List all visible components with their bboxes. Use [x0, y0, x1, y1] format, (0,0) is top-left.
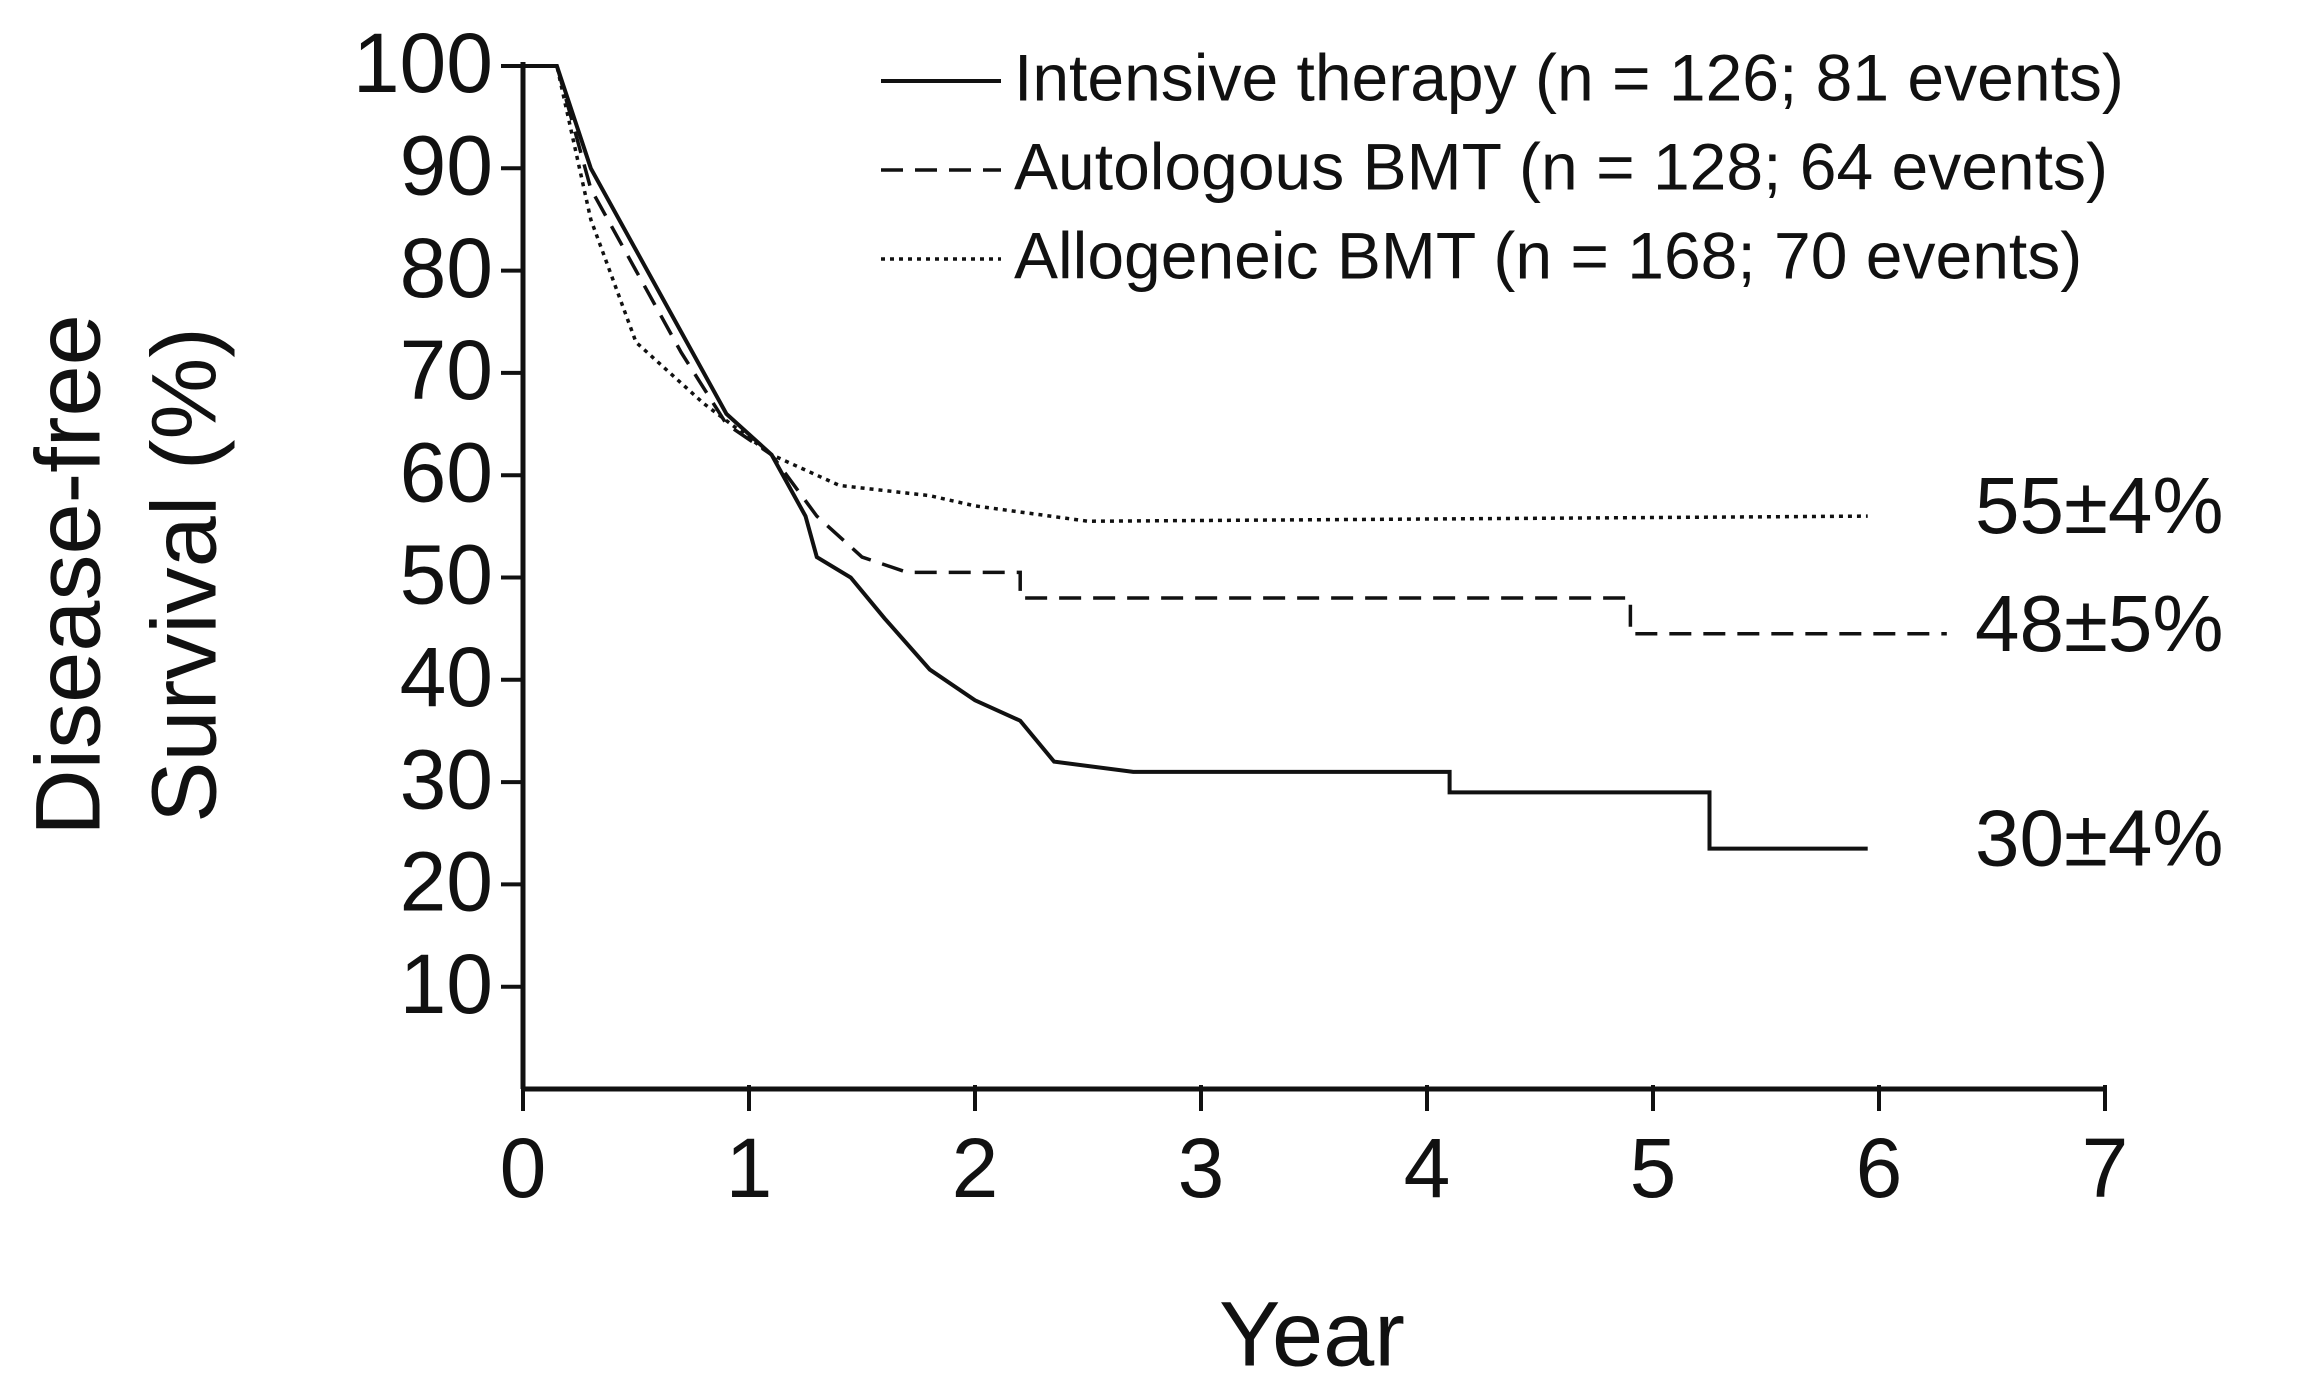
y-tick-label: 40 [400, 630, 493, 724]
survival-curve [523, 64, 1868, 523]
end-label: 55±4% [1975, 461, 2224, 550]
x-tick-label: 4 [1404, 1121, 1451, 1215]
legend-label: Autologous BMT (n = 128; 64 events) [1014, 129, 2108, 203]
y-tick-label: 10 [400, 937, 493, 1031]
y-tick-label: 80 [400, 221, 493, 315]
x-tick-label: 0 [500, 1121, 547, 1215]
y-axis-title-line: Disease-free [17, 314, 119, 836]
legend-label: Intensive therapy (n = 126; 81 events) [1014, 40, 2124, 114]
y-axis-title-line: Survival (%) [133, 327, 235, 823]
y-tick-label: 50 [400, 528, 493, 622]
end-label: 48±5% [1975, 579, 2224, 668]
y-axis-title: Disease-free Survival (%) [17, 314, 235, 836]
y-tick-label: 90 [400, 118, 493, 212]
survival-curve [523, 64, 1868, 851]
y-tick-label: 70 [400, 323, 493, 417]
legend-label: Allogeneic BMT (n = 168; 70 events) [1014, 218, 2082, 292]
survival-curve [523, 64, 1947, 636]
x-tick-label: 1 [726, 1121, 773, 1215]
y-tick-label: 60 [400, 425, 493, 519]
y-tick-label: 30 [400, 732, 493, 826]
x-tick-label: 6 [1856, 1121, 1903, 1215]
x-tick-label: 3 [1178, 1121, 1225, 1215]
end-label: 30±4% [1975, 794, 2224, 883]
x-tick-label: 2 [952, 1121, 999, 1215]
y-tick-label: 20 [400, 835, 493, 929]
y-tick-label: 100 [353, 16, 493, 110]
x-tick-label: 7 [2082, 1121, 2129, 1215]
x-axis-title: Year [1219, 1283, 1405, 1385]
x-tick-label: 5 [1630, 1121, 1677, 1215]
